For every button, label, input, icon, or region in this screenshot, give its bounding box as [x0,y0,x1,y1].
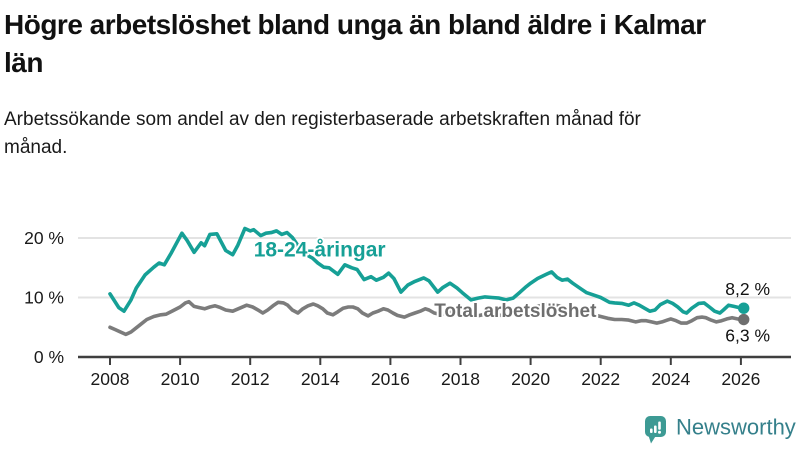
series-line-youth [108,226,746,315]
y-tick-label: 0 % [34,347,64,367]
x-axis: 2008 2010 2012 2014 2016 2018 2020 2022 2024 2026 [78,355,791,389]
series-end-dot-youth [738,302,750,314]
x-tick-label: 2014 [301,369,340,389]
y-tick-label: 10 % [24,288,64,308]
x-tick-label: 2018 [441,369,480,389]
chart-header: Högre arbetslöshet bland unga än bland ä… [4,0,749,162]
x-tick-label: 2020 [511,369,550,389]
x-tick-label: 2024 [651,369,690,389]
series-end-dot-total [738,313,750,326]
x-tick-label: 2012 [231,369,270,389]
page-title: Högre arbetslöshet bland unga än bland ä… [4,9,706,78]
x-tick-label: 2010 [161,369,200,389]
y-axis-labels: 0 % 10 % 20 % [24,228,64,367]
y-tick-label: 20 % [24,228,64,248]
x-tick-label: 2016 [371,369,410,389]
brand-wordmark: Newsworthy [676,415,796,440]
series-label-total: Total arbetslöshet [434,301,597,322]
x-tick-label: 2026 [721,369,760,389]
x-tick-label: 2022 [581,369,620,389]
gridlines [78,237,791,299]
x-tick-label: 2008 [91,369,130,389]
end-value-youth: 8,2 % [725,279,770,299]
brand-logo: Newsworthy [645,415,796,444]
end-value-total: 6,3 % [725,326,770,346]
series-label-youth: 18-24-åringar [254,238,386,261]
chart-subtitle: Arbetssökande som andel av den registerb… [4,109,641,158]
series-line-total [108,299,746,337]
newsworthy-chart-bubble-icon [645,416,666,444]
